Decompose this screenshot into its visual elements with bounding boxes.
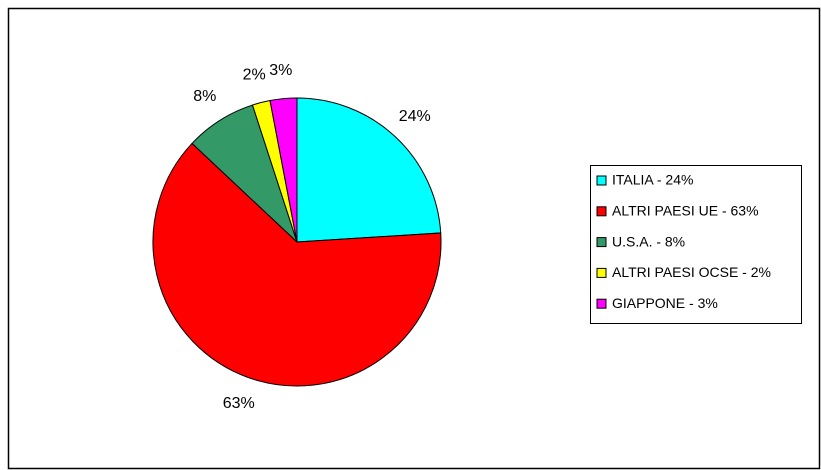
data-label: 2% bbox=[243, 67, 266, 84]
pie-slice bbox=[152, 142, 442, 387]
data-label: 63% bbox=[223, 395, 255, 412]
legend-swatch bbox=[596, 267, 607, 278]
legend-label: ALTRI PAESI UE - 63% bbox=[612, 203, 759, 219]
pie-slice bbox=[269, 97, 298, 243]
legend-swatch bbox=[596, 298, 607, 309]
data-label: 3% bbox=[269, 62, 292, 79]
data-label: 8% bbox=[193, 88, 216, 105]
legend-label: ITALIA - 24% bbox=[612, 172, 693, 188]
legend-swatch bbox=[596, 175, 607, 186]
legend-swatch bbox=[596, 206, 607, 217]
legend-label: U.S.A. - 8% bbox=[612, 233, 685, 249]
legend-swatch bbox=[596, 237, 607, 248]
pie-slice bbox=[296, 97, 442, 243]
data-label: 24% bbox=[399, 108, 431, 125]
legend-label: ALTRI PAESI OCSE - 2% bbox=[612, 264, 771, 280]
legend: ITALIA - 24% ALTRI PAESI UE - 63% U.S.A. -… bbox=[590, 165, 802, 324]
legend-box bbox=[590, 165, 802, 324]
legend-label: GIAPPONE - 3% bbox=[612, 295, 718, 311]
